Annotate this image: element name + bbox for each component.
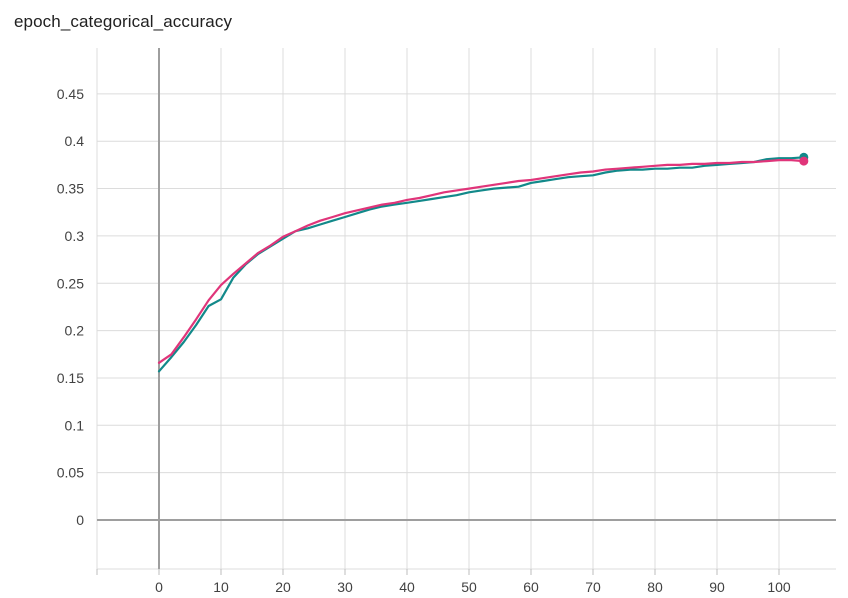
- x-tick-label: 30: [337, 579, 353, 595]
- x-tick-labels: 0 10 20 30 40 50 60 70 80 90 100: [155, 579, 791, 595]
- axis-layer: [96, 48, 836, 575]
- x-tick-label: 0: [155, 579, 163, 595]
- x-tick-label: 40: [399, 579, 415, 595]
- x-tick-label: 50: [461, 579, 477, 595]
- x-tick-label: 90: [709, 579, 725, 595]
- y-tick-label: 0.2: [65, 323, 85, 339]
- series-endpoint-2: [799, 156, 809, 166]
- y-tick-label: 0.45: [57, 86, 84, 102]
- y-tick-labels: 0 0.05 0.1 0.15 0.2 0.25 0.3 0.35 0.4 0.45: [57, 86, 84, 528]
- x-tick-label: 80: [647, 579, 663, 595]
- y-tick-label: 0.4: [65, 133, 85, 149]
- chart-title: epoch_categorical_accuracy: [14, 12, 233, 31]
- y-tick-label: 0.25: [57, 275, 84, 291]
- y-tick-label: 0.35: [57, 181, 84, 197]
- series-line-1: [157, 156, 805, 373]
- y-tick-label: 0.05: [57, 465, 84, 481]
- y-tick-label: 0: [76, 512, 84, 528]
- x-tick-label: 20: [275, 579, 291, 595]
- x-tick-label: 60: [523, 579, 539, 595]
- series-layer: [157, 152, 809, 373]
- x-tick-label: 70: [585, 579, 601, 595]
- series-line-2: [157, 159, 805, 364]
- y-tick-label: 0.15: [57, 370, 84, 386]
- x-tick-label: 10: [213, 579, 229, 595]
- y-tick-label: 0.1: [65, 417, 85, 433]
- y-tick-label: 0.3: [65, 228, 85, 244]
- x-tick-label: 100: [767, 579, 791, 595]
- grid-layer: [96, 48, 836, 570]
